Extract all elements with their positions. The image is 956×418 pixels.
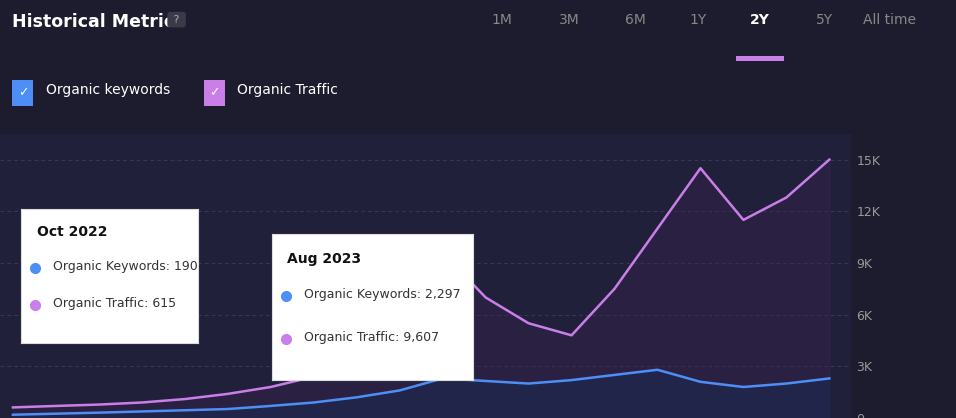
Text: ✓: ✓: [209, 86, 219, 99]
Text: Organic keywords: Organic keywords: [46, 83, 170, 97]
Text: Organic Traffic: Organic Traffic: [237, 83, 338, 97]
Text: ?: ?: [170, 15, 183, 25]
Text: Organic Keywords: 2,297: Organic Keywords: 2,297: [304, 288, 460, 301]
Text: Organic Traffic: 615: Organic Traffic: 615: [53, 298, 176, 311]
Text: 6M: 6M: [625, 13, 646, 26]
Text: 3M: 3M: [558, 13, 579, 26]
Text: ✓: ✓: [18, 86, 28, 99]
Text: Historical Metrics: Historical Metrics: [12, 13, 185, 31]
Text: 5Y: 5Y: [815, 13, 833, 26]
Text: Oct 2022: Oct 2022: [37, 225, 107, 239]
Text: 1Y: 1Y: [689, 13, 706, 26]
Text: Organic Traffic: 9,607: Organic Traffic: 9,607: [304, 331, 439, 344]
Text: Aug 2023: Aug 2023: [287, 252, 360, 265]
Text: 2Y: 2Y: [750, 13, 770, 26]
Text: 1M: 1M: [491, 13, 512, 26]
Text: Organic Keywords: 190: Organic Keywords: 190: [53, 260, 198, 273]
Text: All time: All time: [862, 13, 916, 26]
